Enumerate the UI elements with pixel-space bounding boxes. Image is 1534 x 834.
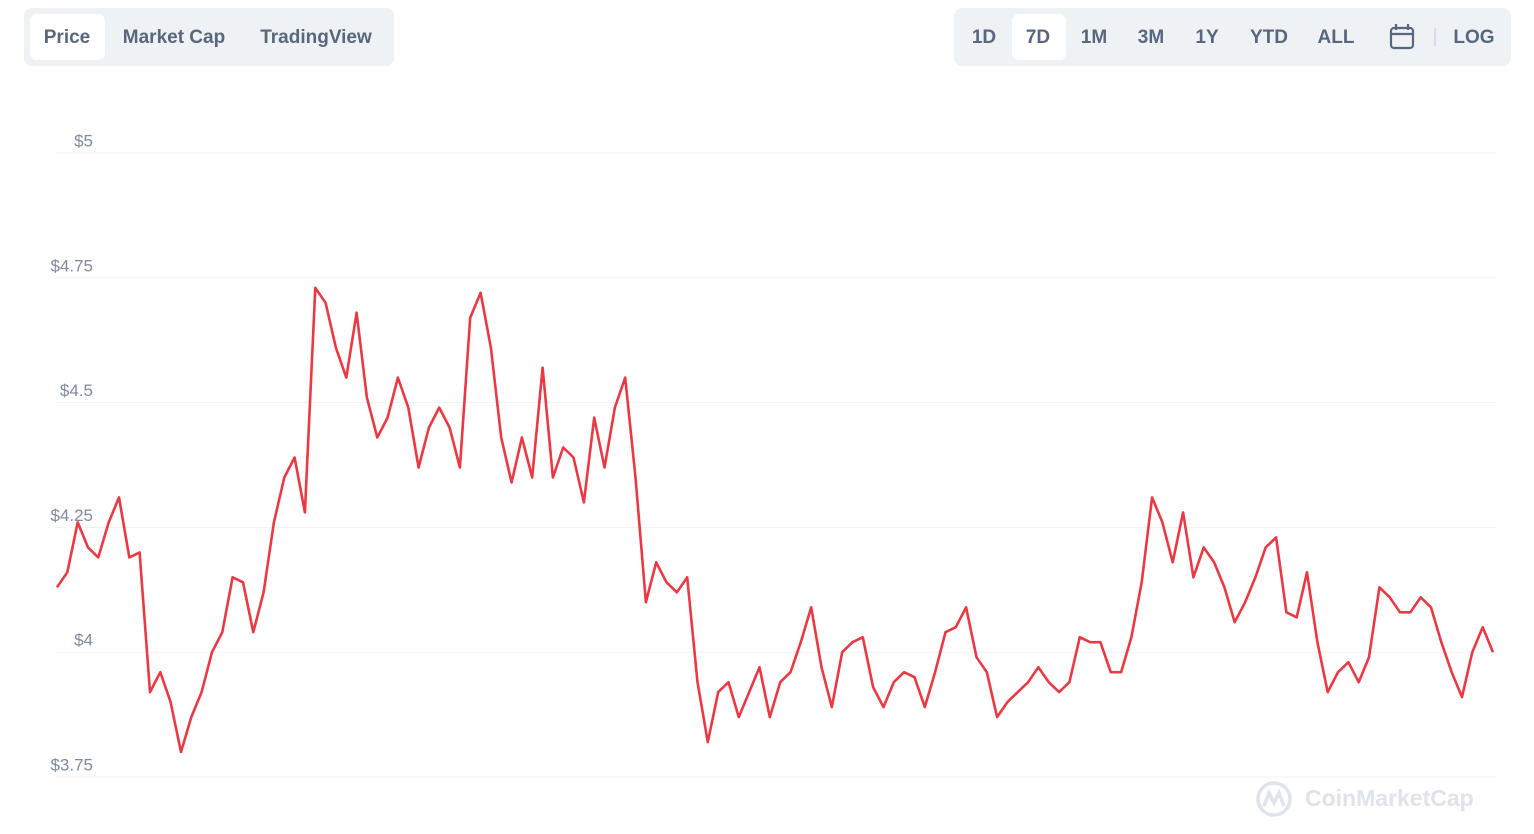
range-button[interactable]: 7D [1026,27,1050,48]
range-button[interactable]: YTD [1250,27,1288,48]
watermark-logo [1256,781,1292,817]
price-line [55,286,1495,754]
range-button[interactable]: 1D [972,27,996,48]
tab-group [24,8,394,66]
y-tick-label: $4.25 [50,506,93,525]
watermark: CoinMarketCap [1305,785,1474,811]
range-button[interactable]: 3M [1138,27,1164,48]
active-tab [30,14,105,60]
calendar-icon[interactable] [1389,24,1415,50]
y-tick-label: $4.5 [60,381,93,400]
range-button[interactable]: 1M [1081,27,1107,48]
range-button[interactable]: 1Y [1195,27,1219,48]
log-button[interactable]: LOG [1453,27,1494,48]
y-tick-label: $4.75 [50,256,93,275]
tab[interactable]: TradingView [260,27,372,48]
tab[interactable]: Price [44,27,90,48]
active-range [1012,14,1066,60]
tab[interactable]: Market Cap [123,27,225,48]
y-tick-label: $3.75 [50,755,93,774]
y-tick-label: $4 [74,631,93,650]
range-button[interactable]: ALL [1318,27,1355,48]
y-tick-label: $5 [74,131,93,150]
range-group [954,8,1511,66]
